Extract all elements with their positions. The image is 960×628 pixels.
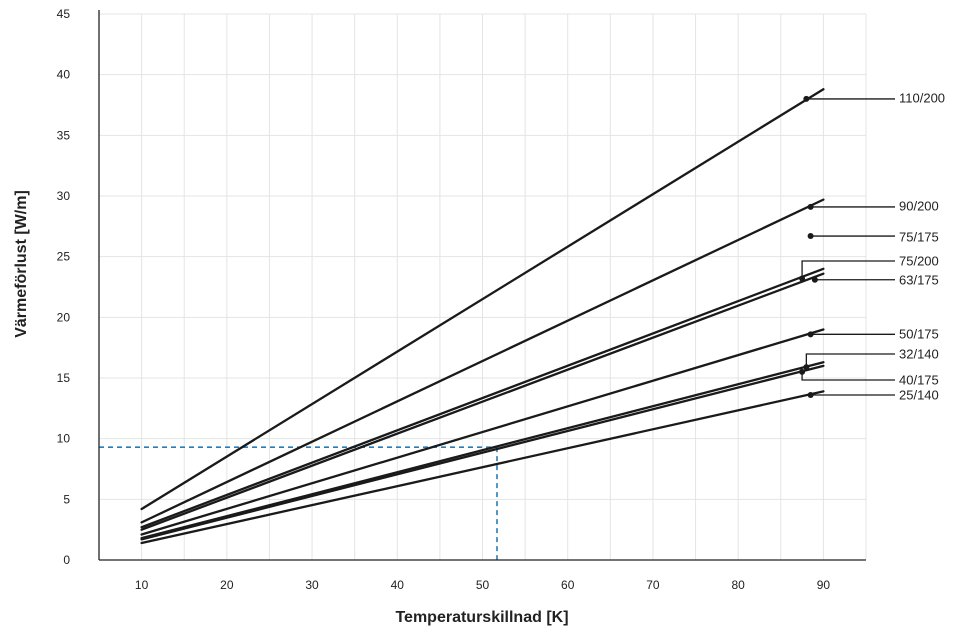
- y-tick-label-15: 15: [57, 371, 71, 385]
- series-label-6: 32/140: [899, 347, 939, 362]
- x-tick-label-20: 20: [220, 578, 234, 592]
- series-label-2: 75/175: [899, 230, 939, 245]
- x-axis-title: Temperaturskillnad [K]: [395, 609, 568, 626]
- y-axis-title: Värmeförlust [W/m]: [13, 190, 30, 338]
- series-line-5: [140, 328, 825, 536]
- series-line-7: [140, 364, 825, 541]
- series-labels: 110/200 90/200 75/175 75/200 63/175 50/175 32/…: [799, 91, 945, 403]
- x-tick-label-50: 50: [476, 578, 490, 592]
- y-tick-label-40: 40: [57, 68, 71, 82]
- y-tick-label-25: 25: [57, 250, 71, 264]
- series-label-0: 110/200: [899, 91, 945, 106]
- x-tick-label-70: 70: [646, 578, 660, 592]
- series-line-4: [140, 272, 825, 531]
- series-marker-0: [803, 95, 810, 102]
- x-tick-label-60: 60: [561, 578, 575, 592]
- series-line-0: [140, 88, 825, 511]
- series-marker-6: [803, 364, 810, 371]
- series-marker-4: [811, 276, 818, 283]
- y-tick-label-20: 20: [57, 310, 71, 324]
- series-marker-5: [807, 331, 814, 338]
- series-marker-1: [807, 203, 814, 210]
- grid: [98, 13, 867, 560]
- series-label-1: 90/200: [899, 199, 939, 214]
- x-tick-label-10: 10: [135, 578, 149, 592]
- leader-line-3: [801, 260, 895, 279]
- series-marker-2: [807, 233, 814, 240]
- series-line-1: [140, 198, 825, 524]
- y-tick-label-5: 5: [63, 492, 70, 506]
- y-tick-label-0: 0: [63, 553, 70, 567]
- x-tick-label-40: 40: [391, 578, 405, 592]
- leader-line-6: [805, 353, 895, 368]
- series-marker-3: [799, 275, 806, 282]
- series-label-5: 50/175: [899, 327, 939, 342]
- series-line-8: [140, 390, 825, 545]
- series-lines: [140, 88, 825, 545]
- y-tick-label-30: 30: [57, 189, 71, 203]
- leader-line-7: [801, 371, 895, 381]
- series-marker-7: [799, 368, 806, 375]
- tick-labels: 10 20 30 40 50 60 70 80 90 0 5 10 15 20 25 30 35 40 45: [57, 7, 831, 592]
- series-label-7: 40/175: [899, 373, 939, 388]
- x-tick-label-80: 80: [731, 578, 745, 592]
- series-line-3: [140, 267, 825, 529]
- axes: [98, 10, 866, 561]
- series-marker-8: [807, 391, 814, 398]
- series-label-3: 75/200: [899, 254, 939, 269]
- y-tick-label-10: 10: [57, 432, 71, 446]
- x-tick-label-30: 30: [305, 578, 319, 592]
- series-line-6: [140, 361, 825, 540]
- y-tick-label-45: 45: [57, 7, 71, 21]
- x-tick-label-90: 90: [817, 578, 831, 592]
- y-tick-label-35: 35: [57, 128, 71, 142]
- series-label-4: 63/175: [899, 273, 939, 288]
- series-label-8: 25/140: [899, 388, 939, 403]
